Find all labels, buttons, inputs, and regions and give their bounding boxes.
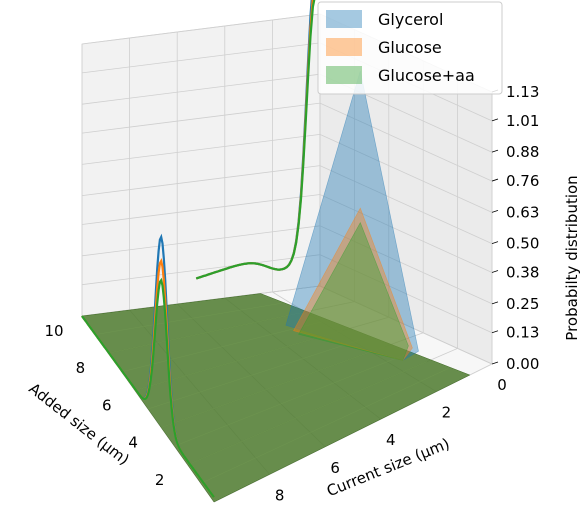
z-tick-label: 0.38 bbox=[506, 264, 539, 282]
y-tick-label: 6 bbox=[102, 396, 112, 414]
current-size-peak-2 bbox=[298, 221, 409, 361]
z-tick-label: 1.01 bbox=[506, 112, 539, 130]
surface-mesh-line bbox=[187, 361, 427, 466]
legend-label-glucose: Glucose bbox=[378, 38, 442, 57]
legend: Glycerol Glucose Glucose+aa bbox=[317, 1, 503, 95]
z-tick-mark bbox=[491, 361, 499, 365]
added-size-curve-2 bbox=[81, 277, 215, 498]
z-tick-mark bbox=[491, 241, 499, 245]
x-tick-labels: 1086420 bbox=[275, 376, 507, 504]
surface-mesh-line bbox=[108, 312, 302, 354]
surface-mesh-line bbox=[200, 368, 449, 484]
surface-mesh-line bbox=[147, 338, 364, 410]
y-tick-label: 2 bbox=[155, 471, 165, 489]
y-tick-label: 4 bbox=[128, 434, 138, 452]
legend-swatch-glycerol bbox=[326, 10, 362, 28]
current-size-peaks bbox=[285, 70, 419, 361]
y-tick-labels: 10 8 6 4 2 0 bbox=[44, 322, 190, 511]
marginal-curves bbox=[81, 0, 316, 498]
z-tick-mark bbox=[491, 301, 499, 305]
legend-swatch-glucose bbox=[326, 38, 362, 56]
legend-label-glucose-aa: Glucose+aa bbox=[378, 66, 475, 85]
z-tick-label: 0.76 bbox=[506, 172, 539, 190]
surface-sheet bbox=[81, 293, 471, 503]
x-tick-label: 4 bbox=[386, 431, 396, 449]
x-tick-label: 8 bbox=[275, 486, 285, 504]
y-tick-label: 8 bbox=[76, 359, 86, 377]
z-tick-label: 0.88 bbox=[506, 143, 539, 161]
y-axis-label: Added size (µm) bbox=[25, 379, 132, 468]
x-tick-label: 6 bbox=[330, 459, 340, 477]
legend-label-glycerol: Glycerol bbox=[378, 10, 443, 29]
z-tick-mark bbox=[491, 178, 499, 182]
legend-frame bbox=[317, 1, 503, 95]
surface-mesh-line bbox=[161, 346, 385, 428]
z-tick-label: 1.13 bbox=[506, 83, 539, 101]
z-tick-mark bbox=[491, 330, 499, 334]
z-tick-labels: 0.00 0.13 0.25 0.38 0.50 0.63 0.76 0.88 1.01 1.13 bbox=[506, 83, 539, 373]
y-tick-label: 10 bbox=[44, 322, 63, 340]
z-tick-label: 0.13 bbox=[506, 324, 539, 342]
z-axis-label: Probabilty distribution bbox=[563, 175, 581, 340]
joint-distribution-surface bbox=[81, 293, 471, 503]
legend-swatch-glucose-aa bbox=[326, 66, 362, 84]
surface-mesh-line bbox=[174, 354, 406, 447]
back-pane bbox=[81, 13, 321, 317]
x-grid-floor bbox=[319, 285, 493, 365]
z-tick-label: 0.63 bbox=[506, 203, 539, 221]
z-tick-label: 0.25 bbox=[506, 295, 539, 313]
x-tick-label: 0 bbox=[497, 376, 507, 394]
surface-mesh-line bbox=[95, 303, 281, 335]
z-tick-mark bbox=[491, 270, 499, 273]
surface-mesh-line bbox=[121, 321, 322, 373]
y-tick-label: 0 bbox=[181, 508, 191, 511]
z-tick-mark bbox=[491, 149, 499, 153]
x-tick-label: 2 bbox=[442, 404, 452, 422]
z-tick-label: 0.50 bbox=[506, 235, 539, 253]
z-tick-mark bbox=[491, 118, 499, 122]
tick-marks bbox=[491, 89, 499, 365]
z-tick-label: 0.00 bbox=[506, 355, 539, 373]
current-size-curve-2 bbox=[195, 0, 316, 280]
z-tick-mark bbox=[491, 209, 499, 213]
